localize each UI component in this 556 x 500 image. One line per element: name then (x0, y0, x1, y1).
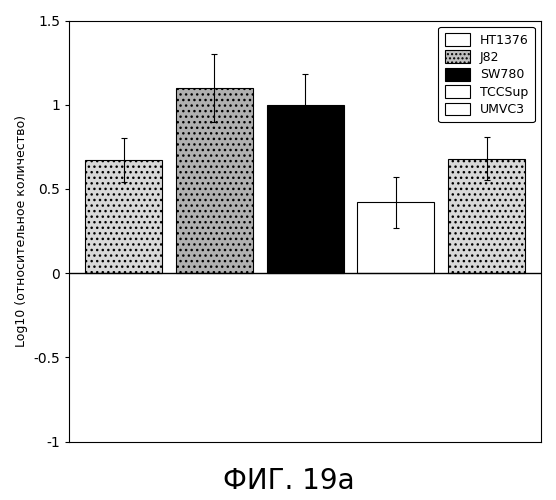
Bar (448, 158, 525, 273)
Bar (267, 104, 344, 273)
Legend: HT1376, J82, SW780, TCCSup, UMVC3: HT1376, J82, SW780, TCCSup, UMVC3 (439, 26, 535, 122)
Text: ФИГ. 19a: ФИГ. 19a (224, 467, 355, 495)
Bar (176, 88, 253, 273)
Bar (358, 202, 434, 273)
Y-axis label: Log10 (относительное количество): Log10 (относительное количество) (15, 115, 28, 347)
Bar (85, 160, 162, 273)
